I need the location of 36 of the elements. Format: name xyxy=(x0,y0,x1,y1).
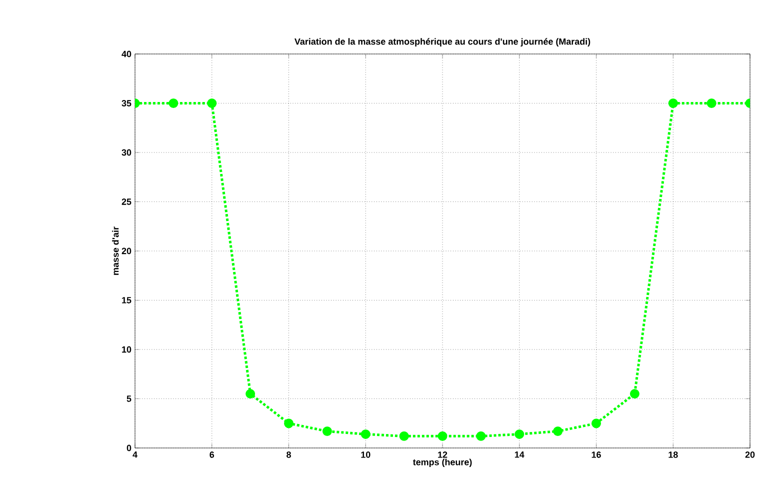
point xyxy=(630,389,640,399)
y-axis-title: masse d'air xyxy=(112,226,119,275)
y-tick-label: 5 xyxy=(126,396,132,402)
point xyxy=(322,426,332,436)
y-tick-label: 15 xyxy=(122,297,132,304)
x-tick-label: 10 xyxy=(361,452,370,458)
point xyxy=(514,429,524,439)
point xyxy=(476,431,486,441)
point xyxy=(706,98,716,108)
x-tick-label: 12 xyxy=(438,452,448,458)
chart-title: Variation de la masse atmosphérique au cours d'une journée (Maradi) xyxy=(294,38,590,46)
y-tick-label: 20 xyxy=(122,248,132,254)
point xyxy=(553,426,563,436)
point xyxy=(592,418,602,428)
point xyxy=(168,98,178,108)
y-tick-label: 0 xyxy=(126,444,132,452)
point xyxy=(399,431,409,441)
x-tick-label: 8 xyxy=(286,452,291,458)
x-tick-label: 14 xyxy=(514,452,524,458)
x-axis-title: temps (heure) xyxy=(412,458,472,468)
y-tick-label: 30 xyxy=(122,149,132,156)
y-tick-label: 10 xyxy=(122,346,132,353)
x-tick-label: 6 xyxy=(210,452,214,458)
point xyxy=(284,418,294,428)
y-tick-label: 25 xyxy=(122,198,132,205)
y-tick-label: 35 xyxy=(122,100,132,106)
x-tick-label: 4 xyxy=(132,452,138,458)
x-tick-label: 16 xyxy=(592,452,601,458)
point xyxy=(360,429,370,439)
point xyxy=(668,98,678,108)
x-tick-label: 20 xyxy=(745,452,755,458)
point xyxy=(207,98,217,108)
y-tick-label: 40 xyxy=(122,50,132,58)
point xyxy=(438,431,448,441)
x-tick-label: 18 xyxy=(668,452,678,458)
point xyxy=(246,389,256,399)
